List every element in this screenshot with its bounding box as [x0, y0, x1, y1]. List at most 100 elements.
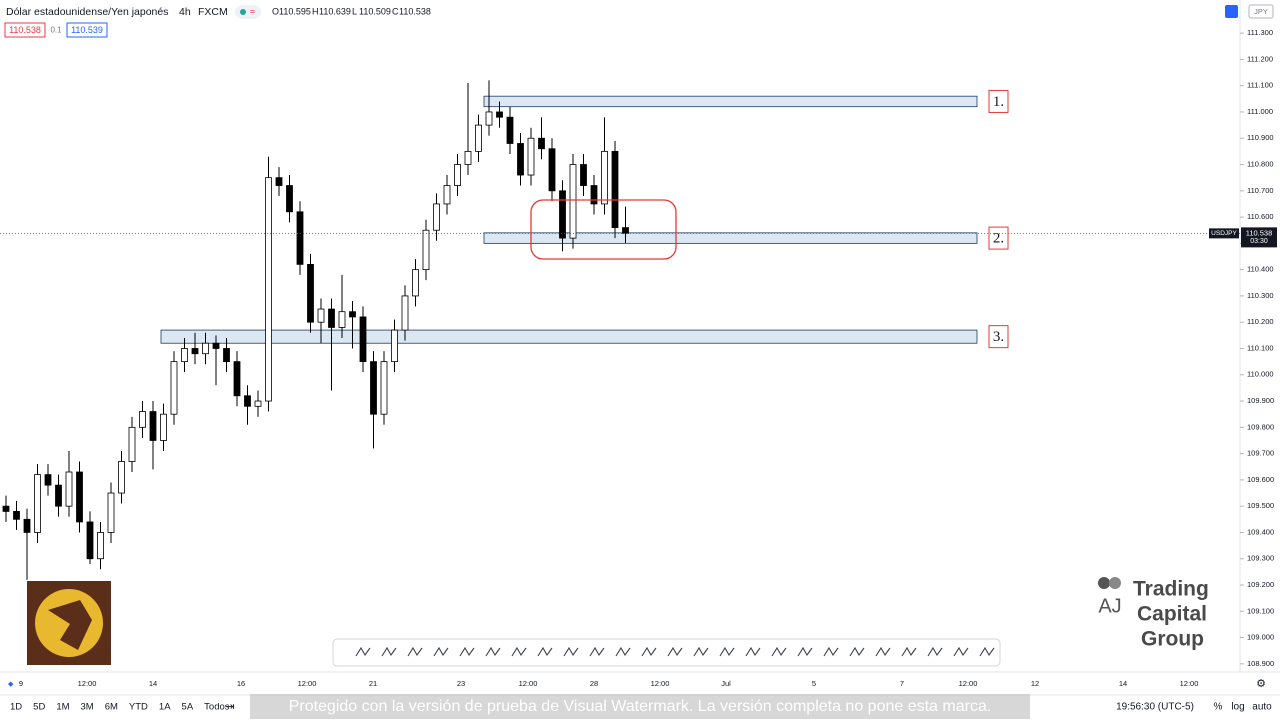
- x-tick-label: 23: [457, 679, 465, 688]
- candle-body: [580, 164, 587, 186]
- candle-body: [223, 348, 230, 363]
- candle-body: [2, 505, 10, 512]
- x-tick-label: 5: [812, 679, 816, 688]
- tool-icon[interactable]: [745, 646, 761, 657]
- support-resistance-zone: [483, 232, 978, 244]
- currency[interactable]: JPY: [1254, 7, 1268, 16]
- y-tick-label: 109.000: [1247, 633, 1274, 642]
- range-button[interactable]: 5A: [182, 702, 194, 713]
- currency-box[interactable]: [1248, 4, 1274, 19]
- candle-body: [496, 111, 503, 118]
- y-tick-label: 109.300: [1247, 554, 1274, 563]
- x-tick-label: 9: [19, 679, 23, 688]
- sell-price[interactable]: 110.538: [9, 25, 41, 35]
- candle-body: [622, 227, 629, 234]
- candle-body: [265, 177, 272, 402]
- candle-body: [128, 426, 136, 462]
- ohlc-key: C: [392, 6, 399, 16]
- candle-body: [212, 342, 220, 349]
- tool-icon[interactable]: [927, 646, 943, 657]
- range-button[interactable]: 1A: [159, 702, 171, 713]
- ohlc-key: H: [312, 6, 319, 16]
- ohlc-key: L: [352, 6, 357, 16]
- tool-icon[interactable]: [355, 646, 371, 657]
- candle-body: [181, 348, 188, 363]
- range-button[interactable]: Todos: [204, 702, 230, 713]
- tool-icon[interactable]: [459, 646, 475, 657]
- tool-icon[interactable]: [589, 646, 605, 657]
- tool-icon[interactable]: [667, 646, 683, 657]
- sell-box[interactable]: [4, 22, 46, 38]
- tool-icon[interactable]: [563, 646, 579, 657]
- candle-body: [275, 177, 283, 186]
- scale-option[interactable]: %: [1214, 702, 1223, 713]
- candle-body: [380, 361, 388, 415]
- tool-icon[interactable]: [875, 646, 891, 657]
- candle-body: [254, 400, 262, 407]
- header: Dólar estadounidense/Yen japonés 4h FXCM…: [4, 4, 1274, 38]
- logo-leaf: [1109, 577, 1121, 589]
- tool-icon[interactable]: [823, 646, 839, 657]
- zone-label: 1.: [993, 94, 1004, 110]
- x-tick-label: 28: [590, 679, 598, 688]
- y-tick-label: 110.800: [1247, 160, 1274, 169]
- watermark: Protegido con la versión de prueba de Vi…: [289, 698, 992, 715]
- range-button[interactable]: YTD: [129, 702, 148, 713]
- y-tick-label: 110.700: [1247, 186, 1274, 195]
- x-tick-label: 12:00: [298, 679, 317, 688]
- tool-icon[interactable]: [979, 646, 995, 657]
- candle-body: [328, 308, 335, 328]
- tool-icon[interactable]: [693, 646, 709, 657]
- tool-icon[interactable]: [537, 646, 553, 657]
- tool-icon[interactable]: [797, 646, 813, 657]
- range-button[interactable]: 6M: [105, 702, 118, 713]
- tool-icon[interactable]: [407, 646, 423, 657]
- settings-icon[interactable]: ⚙: [1256, 678, 1266, 690]
- range-button[interactable]: 3M: [81, 702, 94, 713]
- candle-body: [517, 143, 524, 176]
- tool-icon[interactable]: [615, 646, 631, 657]
- y-tick-label: 111.200: [1247, 54, 1273, 63]
- status-icon: ≈: [250, 6, 255, 16]
- candle-body: [286, 185, 293, 213]
- candle-body: [13, 511, 20, 520]
- candle-body: [97, 532, 104, 560]
- compare-button[interactable]: [1225, 5, 1238, 18]
- date-range-icon[interactable]: ⇥: [225, 701, 234, 713]
- x-tick-label: 16: [237, 679, 245, 688]
- x-tick-label: 21: [369, 679, 377, 688]
- tool-icon[interactable]: [901, 646, 917, 657]
- y-tick-label: 108.900: [1247, 659, 1274, 668]
- y-tick-label: 110.100: [1247, 343, 1274, 352]
- buy-box[interactable]: [66, 22, 108, 38]
- candle-body: [118, 461, 125, 494]
- tool-icon[interactable]: [953, 646, 969, 657]
- buy-price[interactable]: 110.539: [71, 25, 103, 35]
- zone-label: 2.: [993, 231, 1004, 247]
- logo-eagle: [48, 600, 92, 650]
- scale-option[interactable]: log: [1231, 702, 1244, 713]
- tool-icon[interactable]: [771, 646, 787, 657]
- candle-body: [454, 164, 461, 186]
- range-button[interactable]: 1M: [56, 702, 69, 713]
- toolbar: [332, 638, 1001, 667]
- ohlc-value: 110.639: [319, 6, 351, 16]
- range-button[interactable]: 5D: [33, 702, 45, 713]
- candle-body: [202, 342, 209, 355]
- y-tick-label: 110.600: [1247, 212, 1274, 221]
- tool-icon[interactable]: [719, 646, 735, 657]
- tool-icon[interactable]: [485, 646, 501, 657]
- candle-body: [349, 311, 356, 318]
- tool-icon[interactable]: [641, 646, 657, 657]
- tool-icon[interactable]: [381, 646, 397, 657]
- scale-option[interactable]: auto: [1252, 702, 1272, 713]
- range-button[interactable]: 1D: [10, 702, 22, 713]
- interval[interactable]: 4h: [179, 6, 191, 18]
- tool-icon[interactable]: [849, 646, 865, 657]
- scroll-icon[interactable]: ◆: [8, 681, 14, 688]
- candle-body: [464, 150, 472, 165]
- tool-icon[interactable]: [511, 646, 527, 657]
- tool-icon[interactable]: [433, 646, 449, 657]
